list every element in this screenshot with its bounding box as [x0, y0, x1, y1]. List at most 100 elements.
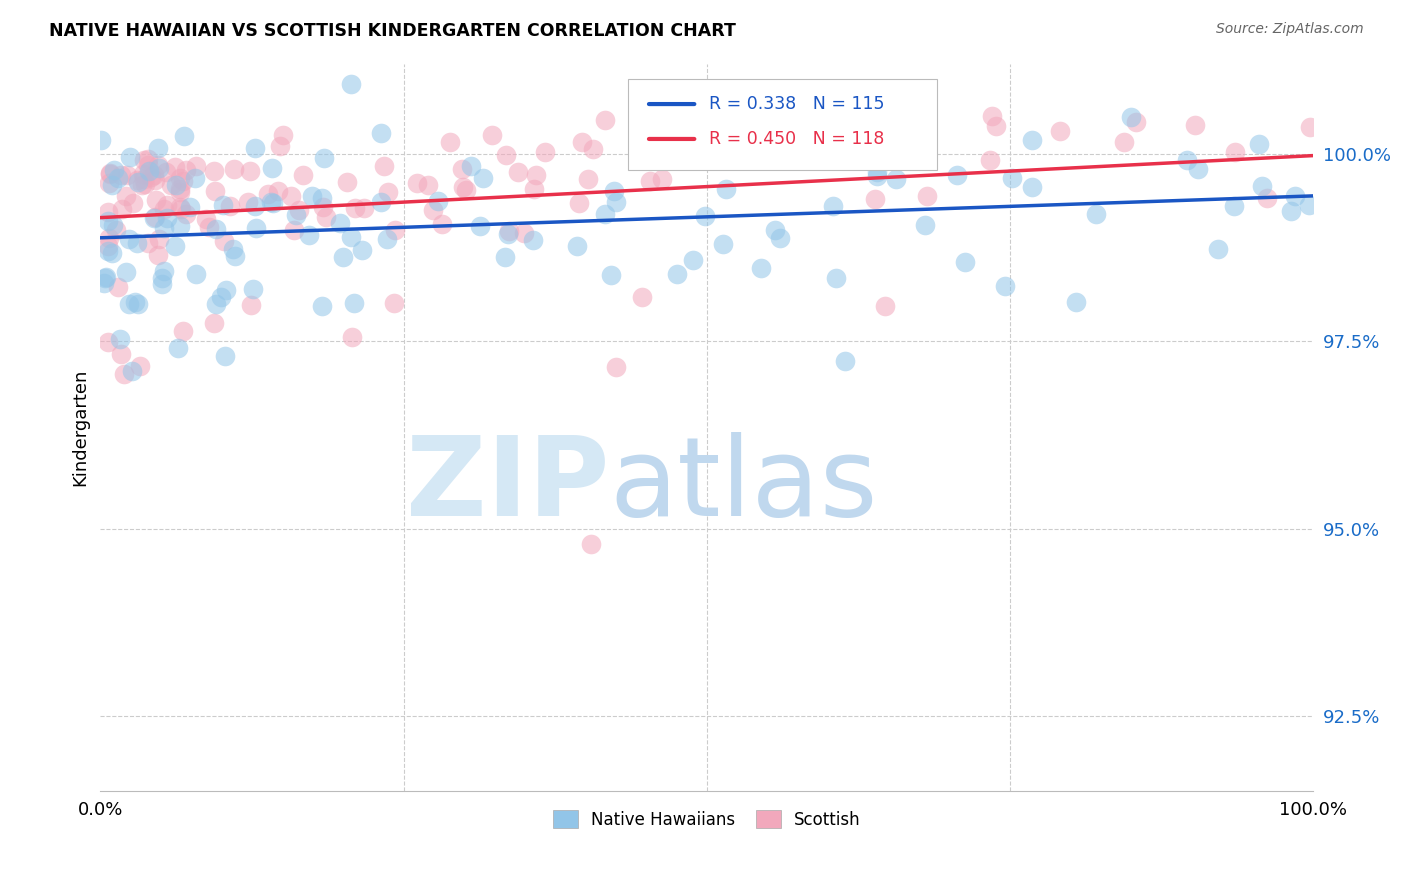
Point	[468, 219, 491, 233]
Point	[1085, 207, 1108, 221]
Point	[169, 181, 191, 195]
Point	[222, 242, 245, 256]
Point	[865, 192, 887, 206]
Point	[100, 166, 122, 180]
Point	[160, 178, 183, 193]
Point	[579, 537, 602, 551]
Point	[172, 324, 194, 338]
Point	[131, 178, 153, 192]
Point	[107, 280, 129, 294]
Point	[872, 151, 894, 165]
Point	[93, 276, 115, 290]
Point	[291, 168, 314, 182]
Point	[262, 195, 284, 210]
Point	[565, 239, 588, 253]
Point	[1021, 180, 1043, 194]
Point	[170, 202, 193, 217]
Point	[218, 199, 240, 213]
Point	[143, 211, 166, 225]
Point	[427, 194, 450, 208]
Point	[186, 267, 208, 281]
Point	[460, 159, 482, 173]
Point	[146, 157, 169, 171]
Point	[115, 265, 138, 279]
Point	[384, 223, 406, 237]
Point	[763, 223, 786, 237]
Point	[498, 224, 520, 238]
Point	[150, 277, 173, 291]
Point	[107, 170, 129, 185]
Point	[205, 297, 228, 311]
Point	[1021, 133, 1043, 147]
Point	[120, 150, 142, 164]
Point	[143, 210, 166, 224]
Text: atlas: atlas	[610, 433, 879, 540]
Point	[132, 167, 155, 181]
Point	[153, 221, 176, 235]
Point	[202, 316, 225, 330]
Point	[915, 188, 938, 202]
Point	[138, 152, 160, 166]
Point	[370, 126, 392, 140]
Point	[725, 120, 748, 134]
Point	[169, 200, 191, 214]
Point	[174, 163, 197, 178]
Point	[866, 169, 889, 183]
Point	[212, 197, 235, 211]
Point	[184, 159, 207, 173]
Point	[129, 359, 152, 374]
Point	[97, 177, 120, 191]
Point	[1049, 124, 1071, 138]
Point	[600, 268, 623, 282]
Point	[946, 168, 969, 182]
Point	[148, 161, 170, 176]
Point	[884, 171, 907, 186]
Point	[1184, 118, 1206, 132]
Point	[865, 164, 887, 178]
Point	[155, 165, 177, 179]
Point	[165, 239, 187, 253]
Point	[97, 238, 120, 252]
FancyBboxPatch shape	[628, 78, 938, 169]
Point	[873, 299, 896, 313]
Point	[103, 219, 125, 233]
Point	[422, 203, 444, 218]
Point	[1175, 153, 1198, 167]
Point	[993, 279, 1015, 293]
Point	[298, 227, 321, 242]
Point	[332, 250, 354, 264]
Point	[243, 141, 266, 155]
Point	[150, 270, 173, 285]
Point	[375, 232, 398, 246]
Point	[1001, 171, 1024, 186]
Point	[166, 341, 188, 355]
Point	[136, 158, 159, 172]
Point	[524, 168, 547, 182]
Point	[138, 236, 160, 251]
Point	[406, 176, 429, 190]
Point	[522, 182, 544, 196]
Point	[953, 255, 976, 269]
Point	[595, 113, 617, 128]
Point	[179, 200, 201, 214]
Point	[1251, 179, 1274, 194]
Point	[110, 347, 132, 361]
Point	[143, 173, 166, 187]
Point	[260, 194, 283, 209]
Point	[242, 282, 264, 296]
Point	[202, 163, 225, 178]
Point	[271, 128, 294, 143]
Point	[312, 200, 335, 214]
Point	[456, 183, 478, 197]
Point	[121, 364, 143, 378]
Point	[156, 211, 179, 226]
Point	[821, 199, 844, 213]
Point	[340, 77, 363, 91]
Point	[984, 119, 1007, 133]
Point	[506, 165, 529, 179]
Point	[339, 230, 361, 244]
Point	[205, 222, 228, 236]
Point	[1247, 137, 1270, 152]
Point	[245, 199, 267, 213]
Point	[239, 298, 262, 312]
